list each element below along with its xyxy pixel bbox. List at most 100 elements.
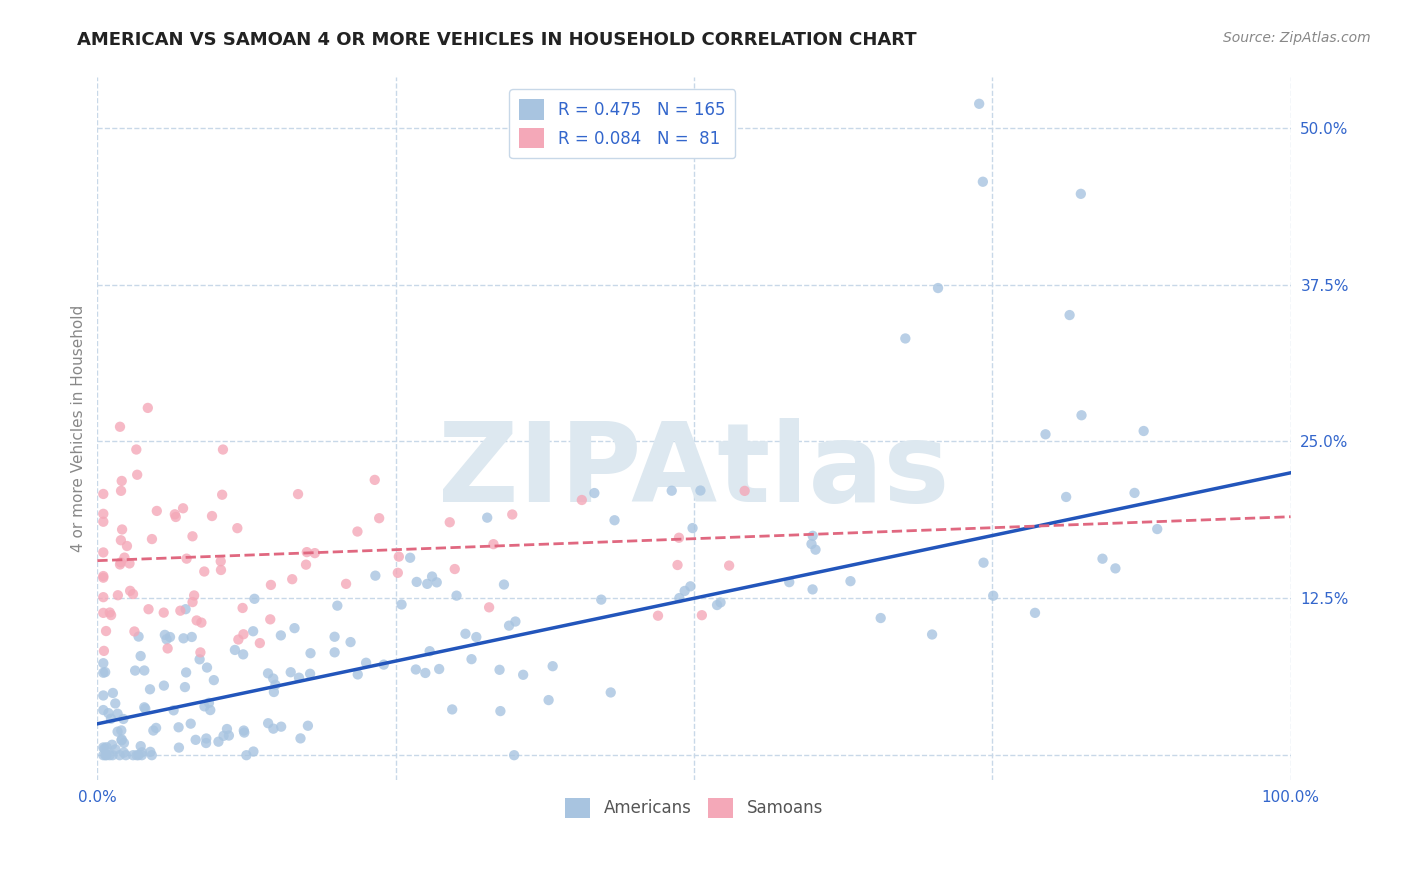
Point — [1146, 522, 1168, 536]
Point — [257, 666, 280, 681]
Point — [364, 473, 387, 487]
Point — [583, 486, 606, 500]
Point — [115, 539, 138, 553]
Point — [505, 615, 527, 629]
Point — [114, 748, 136, 763]
Point — [174, 602, 197, 616]
Point — [211, 488, 233, 502]
Point — [260, 578, 283, 592]
Point — [541, 659, 564, 673]
Point — [139, 682, 162, 697]
Point — [492, 577, 515, 591]
Point — [127, 748, 149, 763]
Point — [104, 742, 127, 756]
Point — [167, 740, 190, 755]
Point — [136, 401, 159, 415]
Point — [122, 748, 145, 763]
Point — [1104, 561, 1126, 575]
Point — [169, 604, 191, 618]
Point — [181, 595, 204, 609]
Point — [1035, 427, 1057, 442]
Text: AMERICAN VS SAMOAN 4 OR MORE VEHICLES IN HOUSEHOLD CORRELATION CHART: AMERICAN VS SAMOAN 4 OR MORE VEHICLES IN… — [77, 31, 917, 49]
Point — [454, 627, 477, 641]
Point — [295, 558, 318, 572]
Point — [91, 657, 114, 671]
Point — [368, 511, 391, 525]
Point — [146, 504, 169, 518]
Point — [94, 665, 117, 680]
Point — [215, 722, 238, 736]
Point — [288, 671, 311, 685]
Point — [110, 483, 132, 498]
Point — [156, 641, 179, 656]
Point — [339, 635, 361, 649]
Point — [281, 572, 304, 586]
Point — [112, 712, 135, 726]
Point — [232, 601, 254, 615]
Point — [195, 660, 218, 674]
Point — [304, 546, 326, 560]
Point — [488, 663, 510, 677]
Point — [501, 508, 523, 522]
Point — [232, 648, 254, 662]
Point — [94, 624, 117, 638]
Point — [257, 716, 280, 731]
Point — [290, 731, 312, 746]
Point — [200, 703, 222, 717]
Point — [145, 721, 167, 735]
Point — [446, 589, 468, 603]
Point — [180, 716, 202, 731]
Point — [91, 606, 114, 620]
Point — [242, 624, 264, 639]
Point — [209, 554, 232, 568]
Point — [388, 549, 411, 564]
Point — [280, 665, 302, 680]
Point — [465, 630, 488, 644]
Point — [131, 745, 153, 759]
Point — [212, 729, 235, 743]
Point — [93, 741, 115, 756]
Point — [1091, 551, 1114, 566]
Point — [101, 748, 124, 763]
Point — [193, 565, 215, 579]
Point — [419, 644, 441, 658]
Point — [198, 696, 221, 710]
Point — [405, 663, 427, 677]
Point — [101, 738, 124, 752]
Point — [125, 442, 148, 457]
Legend: Americans, Samoans: Americans, Samoans — [558, 791, 830, 825]
Point — [131, 748, 153, 763]
Point — [152, 606, 174, 620]
Point — [689, 483, 711, 498]
Point — [98, 748, 121, 763]
Point — [190, 615, 212, 630]
Point — [668, 591, 690, 605]
Point — [373, 657, 395, 672]
Point — [427, 662, 450, 676]
Point — [181, 529, 204, 543]
Point — [441, 702, 464, 716]
Point — [91, 703, 114, 717]
Point — [110, 533, 132, 548]
Point — [718, 558, 741, 573]
Point — [1024, 606, 1046, 620]
Point — [91, 748, 114, 763]
Point — [195, 731, 218, 746]
Point — [111, 732, 134, 747]
Point — [387, 566, 409, 580]
Point — [335, 577, 357, 591]
Point — [647, 608, 669, 623]
Point — [96, 748, 118, 763]
Point — [839, 574, 862, 589]
Point — [299, 666, 322, 681]
Point — [921, 627, 943, 641]
Point — [232, 627, 254, 641]
Point — [101, 686, 124, 700]
Point — [174, 680, 197, 694]
Point — [134, 664, 156, 678]
Point — [973, 556, 995, 570]
Point — [183, 589, 205, 603]
Point — [243, 591, 266, 606]
Point — [323, 645, 346, 659]
Point — [981, 589, 1004, 603]
